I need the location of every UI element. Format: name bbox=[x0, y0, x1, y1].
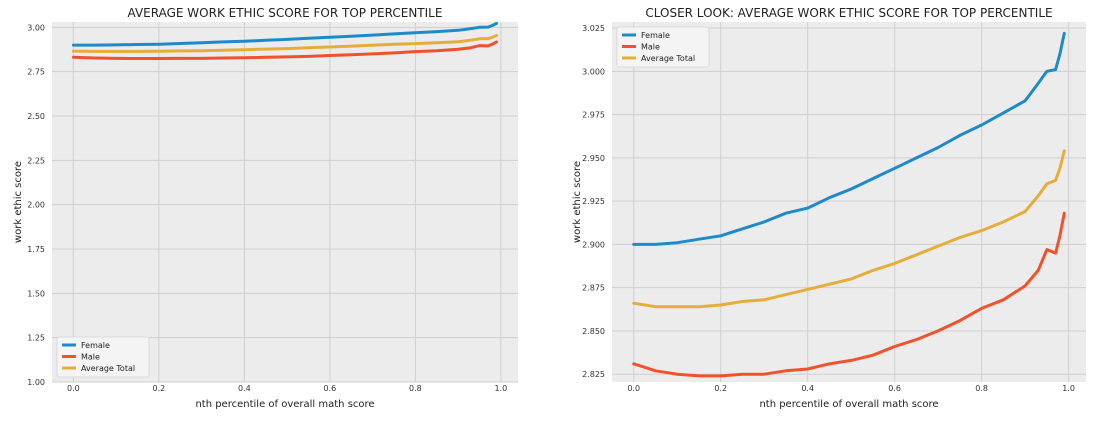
series-line-male bbox=[632, 211, 1066, 378]
y-tick-label: 2.900 bbox=[582, 240, 605, 249]
y-axis-label: work ethic score bbox=[572, 161, 583, 243]
x-tick-label: 0.0 bbox=[67, 384, 80, 393]
y-tick-label: 2.925 bbox=[582, 197, 605, 206]
chart-1: 0.0 0.2 0.4 0.6 0.8 1.0 1.00 1.25 1.50 1.75 2.00 2.… bbox=[13, 6, 518, 410]
legend-label: Male bbox=[81, 353, 100, 362]
x-tick-label: 1.0 bbox=[495, 384, 508, 393]
series-line-average-total bbox=[632, 149, 1066, 309]
series-line-female bbox=[632, 31, 1066, 246]
x-tick-label: 0.6 bbox=[888, 384, 901, 393]
legend: Female Male Average Total bbox=[56, 336, 150, 378]
x-tick-label: 0.0 bbox=[627, 384, 640, 393]
y-tick-label: 2.75 bbox=[27, 68, 45, 77]
plot-background bbox=[52, 22, 518, 382]
x-tick-label: 0.2 bbox=[153, 384, 166, 393]
x-tick-label: 1.0 bbox=[1062, 384, 1075, 393]
legend-box bbox=[56, 336, 150, 378]
y-tick-label: 2.25 bbox=[27, 156, 45, 165]
legend-label: Average Total bbox=[81, 364, 135, 373]
y-tick-label: 2.825 bbox=[582, 370, 605, 379]
y-tick-label: 2.975 bbox=[582, 111, 605, 120]
legend-label: Male bbox=[641, 43, 660, 52]
legend-box bbox=[616, 26, 710, 68]
legend-label: Female bbox=[641, 31, 670, 40]
y-tick-label: 2.00 bbox=[27, 201, 45, 210]
x-tick-label: 0.4 bbox=[238, 384, 251, 393]
y-tick-label: 1.50 bbox=[27, 289, 45, 298]
y-tick-label: 1.25 bbox=[27, 334, 45, 343]
series-line-male bbox=[71, 40, 499, 60]
legend-label: Female bbox=[81, 341, 110, 350]
y-axis-label: work ethic score bbox=[13, 161, 24, 243]
y-tick-label: 1.00 bbox=[27, 378, 45, 387]
y-tick-label: 3.00 bbox=[27, 23, 45, 32]
series-line-average-total bbox=[71, 34, 499, 53]
plot-background bbox=[612, 22, 1086, 382]
x-tick-label: 0.8 bbox=[975, 384, 988, 393]
y-tick-label: 3.025 bbox=[582, 24, 605, 33]
x-axis-label: nth percentile of overall math score bbox=[759, 399, 938, 410]
legend: Female Male Average Total bbox=[616, 26, 710, 68]
y-tick-label: 1.75 bbox=[27, 245, 45, 254]
x-tick-label: 0.6 bbox=[324, 384, 337, 393]
y-tick-label: 2.850 bbox=[582, 327, 605, 336]
legend-label: Average Total bbox=[641, 54, 695, 63]
y-tick-label: 3.000 bbox=[582, 67, 605, 76]
x-tick-label: 0.8 bbox=[409, 384, 422, 393]
y-tick-label: 2.50 bbox=[27, 112, 45, 121]
x-tick-label: 0.4 bbox=[801, 384, 814, 393]
y-tick-label: 2.875 bbox=[582, 284, 605, 293]
x-axis-label: nth percentile of overall math score bbox=[195, 399, 374, 410]
y-tick-label: 2.950 bbox=[582, 154, 605, 163]
series-line-female bbox=[71, 21, 499, 47]
chart-title: CLOSER LOOK: AVERAGE WORK ETHIC SCORE FO… bbox=[645, 6, 1052, 20]
x-tick-label: 0.2 bbox=[714, 384, 727, 393]
chart-title: AVERAGE WORK ETHIC SCORE FOR TOP PERCENT… bbox=[128, 6, 443, 20]
chart-2: 0.0 0.2 0.4 0.6 0.8 1.0 2.825 2.850 2.875 2.900 2.… bbox=[572, 6, 1086, 410]
